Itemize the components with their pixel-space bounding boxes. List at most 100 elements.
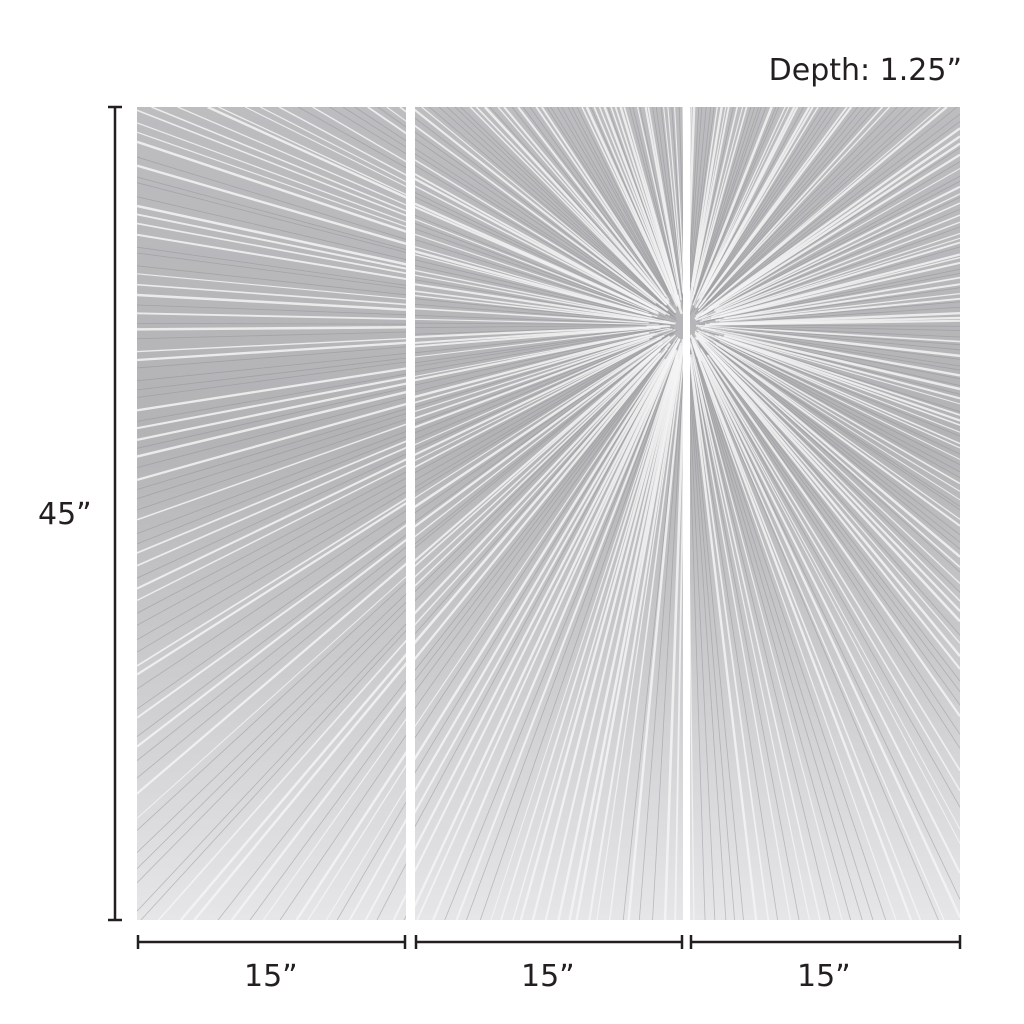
texture-stroke <box>694 330 960 520</box>
texture-stroke <box>415 342 673 693</box>
texture-stroke <box>696 226 960 322</box>
texture-stroke <box>690 339 821 920</box>
texture-stroke <box>415 337 650 429</box>
texture-stroke <box>723 336 960 416</box>
texture-stroke <box>415 338 681 874</box>
texture-stroke <box>706 301 960 324</box>
texture-stroke <box>415 328 675 408</box>
texture-stroke <box>137 122 406 223</box>
texture-stroke <box>700 153 960 317</box>
texture-stroke <box>415 265 665 321</box>
texture-stroke <box>415 347 661 568</box>
texture-stroke <box>671 107 683 285</box>
texture-stroke <box>137 222 406 275</box>
texture-stroke <box>693 333 960 636</box>
texture-stroke <box>704 341 960 573</box>
texture-stroke <box>415 339 656 462</box>
texture-stroke <box>709 352 960 644</box>
texture-stroke <box>692 348 863 920</box>
texture-stroke <box>137 593 406 853</box>
texture-stroke <box>713 341 960 492</box>
texture-stroke <box>719 340 960 460</box>
texture-stroke <box>137 582 406 831</box>
texture-stroke <box>708 107 891 301</box>
texture-stroke <box>692 107 760 304</box>
texture-stroke <box>137 376 406 430</box>
texture-stroke <box>415 327 670 377</box>
texture-stroke <box>700 142 960 316</box>
texture-stroke <box>177 107 406 206</box>
texture-stroke <box>723 335 960 405</box>
texture-stroke <box>683 107 686 303</box>
texture-stroke <box>700 113 960 314</box>
texture-stroke <box>336 801 406 920</box>
texture-stroke <box>415 153 656 306</box>
texture-stroke <box>596 341 683 920</box>
texture-stroke <box>193 661 406 920</box>
texture-stroke <box>698 107 799 300</box>
texture-stroke <box>415 326 674 364</box>
texture-stroke <box>690 354 791 920</box>
texture-stroke <box>695 107 948 318</box>
texture-stroke <box>415 279 663 322</box>
texture-stroke <box>699 326 960 360</box>
texture-stroke <box>716 325 960 331</box>
texture-stroke <box>696 107 914 316</box>
texture-stroke <box>137 501 406 676</box>
texture-stroke <box>511 107 663 296</box>
texture-stroke <box>561 107 675 304</box>
texture-stroke <box>483 107 668 305</box>
texture-stroke <box>704 107 814 292</box>
texture-stroke <box>415 164 672 317</box>
texture-stroke <box>718 324 960 327</box>
texture-stroke <box>546 107 674 306</box>
texture-stroke <box>697 175 960 319</box>
texture-stroke <box>137 510 406 690</box>
texture-stroke <box>415 341 663 528</box>
texture-stroke <box>705 325 960 338</box>
texture-stroke <box>415 336 668 499</box>
texture-stroke <box>690 107 718 286</box>
texture-stroke <box>415 333 658 413</box>
texture-stroke <box>703 107 840 300</box>
texture-stroke <box>297 107 406 169</box>
texture-stroke <box>686 107 690 300</box>
texture-stroke <box>415 331 650 382</box>
texture-stroke <box>415 331 674 481</box>
texture-stroke <box>415 347 668 661</box>
texture-stroke <box>415 294 675 325</box>
texture-stroke <box>415 333 664 434</box>
texture-stroke <box>137 538 406 748</box>
texture-stroke <box>137 485 406 641</box>
texture-stroke <box>137 204 406 266</box>
texture-stroke <box>709 326 960 351</box>
texture-stroke <box>544 359 679 920</box>
texture-stroke <box>697 107 884 312</box>
texture-stroke <box>137 373 406 422</box>
texture-stroke <box>475 107 668 306</box>
texture-stroke <box>217 680 406 920</box>
texture-stroke <box>415 336 672 538</box>
texture-stroke <box>415 352 661 615</box>
texture-stroke <box>415 177 667 316</box>
texture-stroke <box>415 124 657 304</box>
texture-stroke <box>690 362 744 920</box>
texture-stroke <box>705 107 859 300</box>
texture-stroke <box>415 159 671 316</box>
texture-stroke <box>415 228 654 314</box>
texture-stroke <box>715 283 960 322</box>
texture-stroke <box>415 274 670 323</box>
texture-stroke <box>325 787 406 920</box>
texture-stroke <box>415 336 679 728</box>
texture-stroke <box>207 107 406 199</box>
texture-stroke <box>455 349 678 920</box>
texture-stroke <box>690 107 777 316</box>
texture-stroke <box>698 343 960 735</box>
texture-stroke <box>415 350 673 828</box>
art-panel-1 <box>137 107 406 920</box>
texture-stroke <box>415 290 665 324</box>
texture-stroke <box>719 241 960 316</box>
texture-stroke <box>137 471 406 614</box>
texture-stroke <box>715 330 960 380</box>
texture-stroke <box>497 107 669 305</box>
